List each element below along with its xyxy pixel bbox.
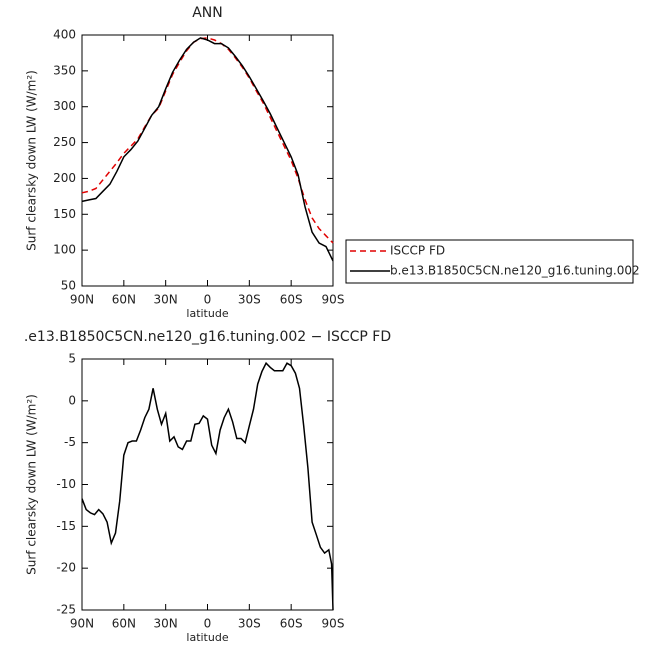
y-tick-label: -15 (56, 519, 76, 533)
y-tick-label: 100 (53, 243, 76, 257)
plot-frame (81, 34, 334, 287)
x-tick-label: 60N (112, 617, 136, 631)
legend-label: ISCCP FD (390, 244, 445, 258)
legend-box (345, 239, 634, 284)
x-tick-label: 60N (112, 293, 136, 307)
data-line (81, 37, 334, 262)
data-line (81, 361, 334, 611)
y-tick-label: -25 (56, 603, 76, 617)
y-tick-label: 200 (53, 171, 76, 185)
y-tick-label: 150 (53, 207, 76, 221)
chart-title: ANN (192, 5, 223, 21)
y-axis-label: Surf clearsky down LW (W/m²) (25, 70, 39, 251)
y-tick-label: -5 (64, 435, 76, 449)
y-tick-label: -10 (56, 477, 76, 491)
x-axis-label: latitude (186, 307, 228, 320)
x-tick-label: 90N (70, 617, 94, 631)
x-tick-label: 60S (280, 617, 303, 631)
y-tick-label: 300 (53, 99, 76, 113)
y-tick-label: 350 (53, 63, 76, 77)
legend-label: b.e13.B1850C5CN.ne120_g16.tuning.002 (390, 264, 640, 278)
x-tick-label: 90S (322, 293, 345, 307)
x-tick-label: 30S (238, 617, 261, 631)
y-tick-label: 50 (61, 279, 76, 293)
x-tick-label: 60S (280, 293, 303, 307)
x-tick-label: 0 (204, 617, 212, 631)
y-axis-label: Surf clearsky down LW (W/m²) (25, 394, 39, 575)
data-line (81, 37, 334, 244)
x-tick-label: 90N (70, 293, 94, 307)
y-tick-label: 250 (53, 135, 76, 149)
x-tick-label: 30N (154, 293, 178, 307)
x-tick-label: 30S (238, 293, 261, 307)
x-tick-label: 30N (154, 617, 178, 631)
x-axis-label: latitude (186, 631, 228, 644)
x-tick-label: 90S (322, 617, 345, 631)
y-tick-label: -20 (56, 561, 76, 575)
x-tick-label: 0 (204, 293, 212, 307)
y-tick-label: 0 (68, 393, 76, 407)
chart-title: .e13.B1850C5CN.ne120_g16.tuning.002 − IS… (24, 329, 391, 345)
plot-frame (81, 358, 334, 611)
y-tick-label: 5 (68, 352, 76, 366)
y-tick-label: 400 (53, 28, 76, 42)
